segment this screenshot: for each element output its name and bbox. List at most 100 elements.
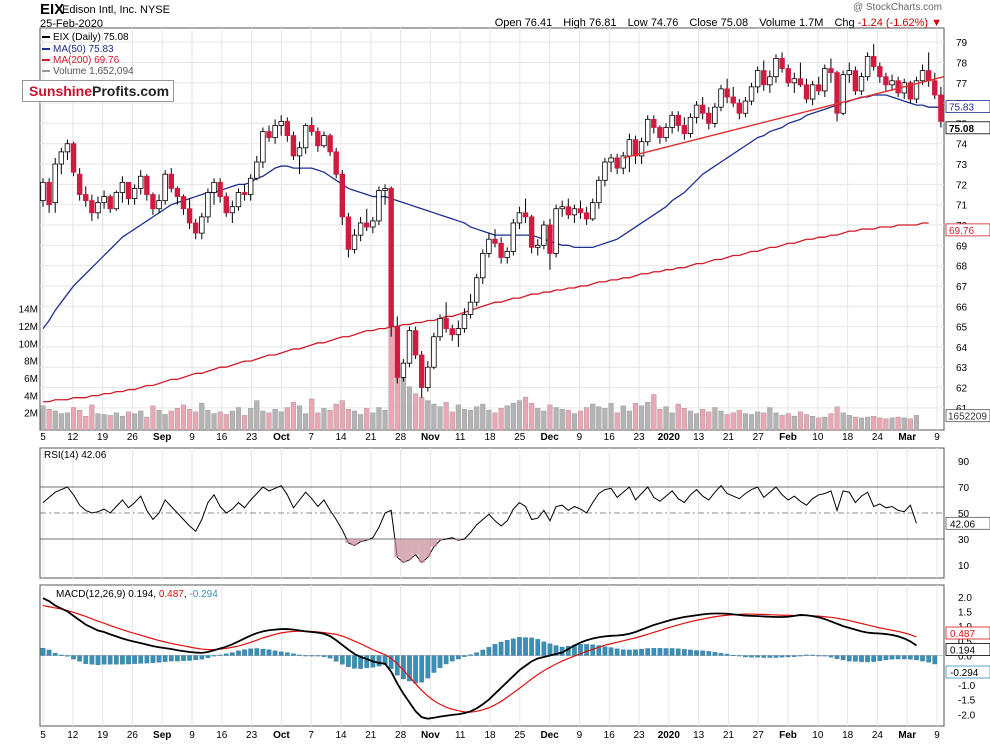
candle-body [547,224,553,254]
macd-histogram-bar [132,655,137,664]
candle-body [730,96,736,104]
macd-histogram-bar [535,639,541,656]
x-tick-label-bottom: 14 [335,730,347,741]
macd-histogram-bar [388,655,394,669]
macd-histogram-bar [223,653,229,656]
x-tick-label-bottom: 23 [246,730,258,741]
volume-bar [193,411,199,431]
price-panel [39,27,945,431]
candle-body [431,336,437,368]
candle-body [144,175,150,195]
volume-bar [602,408,608,431]
macd-tick-label: -1.5 [958,696,976,707]
macd-histogram-bar [260,648,266,656]
x-tick-label-top: 11 [455,432,466,443]
volume-bar [382,409,388,431]
macd-histogram-bar [352,655,357,669]
x-tick-label-bottom: 11 [455,730,466,741]
volume-bar [150,405,156,431]
price-tick-label: 62 [956,384,968,395]
candle-body [254,161,260,179]
macd-histogram-bar [77,655,82,662]
volume-bar [156,409,162,431]
candle-body [736,102,743,114]
x-tick-label-bottom: 21 [723,730,735,741]
volume-bar [577,410,584,431]
volume-bar [755,411,761,431]
volume-bar [339,400,345,431]
macd-histogram-bar [486,647,492,656]
candle-body [406,330,413,364]
candle-body [199,216,205,234]
candle-body [919,70,926,82]
macd-histogram-bar [828,655,834,658]
macd-histogram-bar [846,655,852,662]
x-tick-label-bottom: Oct [273,730,290,741]
rsi-oversold-fill [424,539,431,558]
candle-body [809,84,816,100]
macd-histogram-bar [89,655,95,665]
candle-body [932,80,938,96]
candle-body [101,196,107,204]
candle-body [278,120,284,126]
volume-bar [345,409,351,431]
candle-body [480,253,486,279]
candle-body [620,155,626,169]
macd-histogram-bar [767,655,773,658]
volume-bar [400,374,406,431]
rsi-oversold-fill [363,539,370,541]
candle-body [150,194,156,210]
macd-histogram-bar [614,648,620,656]
volume-bar [168,410,174,431]
rsi-tick-label: 90 [958,457,970,468]
macd-histogram-bar [755,655,760,658]
price-tick-label: 68 [956,262,968,273]
volume-bar [529,402,535,431]
volume-bar [461,409,468,431]
macd-histogram-bar [138,655,144,664]
legend-volume-swatch [42,70,50,73]
macd-histogram-bar [443,655,449,665]
macd-histogram-bar [871,655,877,662]
volume-bar [632,402,639,431]
candle-body [95,202,101,214]
candle-body [284,120,291,137]
price-tick-label: 73 [956,160,968,171]
macd-histogram-bar [113,655,119,665]
candle-body [321,135,327,147]
volume-bar [797,411,803,431]
volume-bar [669,412,675,431]
volume-label: Volume [759,17,796,29]
macd-histogram-bar [901,655,907,660]
volume-bar [687,410,694,431]
candle-body [58,151,65,165]
macd-histogram-bar [584,644,589,656]
price-last-label: 75.08 [949,124,974,135]
candle-body [681,125,688,134]
macd-histogram-bar [914,655,919,661]
volume-bar [199,402,205,431]
candle-body [590,202,596,220]
volume-bar [810,415,816,431]
volume-value: 1.7M [798,17,824,29]
x-tick-label-top: 23 [633,432,645,443]
candle-body [247,177,254,195]
macd-histogram-bar [645,648,651,656]
x-tick-label-bottom: 16 [216,730,228,741]
logo-part1: Sunshine [29,83,93,99]
candle-body [779,58,785,69]
macd-histogram-bar [254,648,260,656]
candle-body [339,173,345,218]
macd-last-label-box [945,665,990,679]
macd-histogram-bar [456,655,461,660]
exchange: NYSE [140,4,170,16]
candle-body [883,76,889,86]
volume-bar [865,416,871,431]
macd-histogram-bar [480,649,486,656]
volume-bar [535,408,541,431]
candle-body [229,206,236,214]
price-tick-label: 65 [956,323,968,334]
x-tick-label-bottom: 10 [812,730,824,741]
volume-bar [828,413,834,431]
volume-bar [639,405,645,431]
